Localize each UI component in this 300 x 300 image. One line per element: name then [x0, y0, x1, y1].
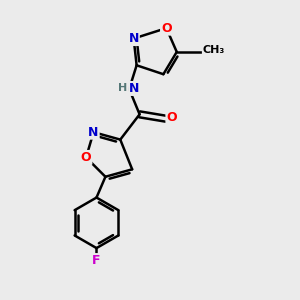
Text: H: H [118, 83, 127, 94]
Text: O: O [81, 151, 92, 164]
Text: N: N [88, 126, 99, 139]
Text: F: F [92, 254, 101, 267]
Text: N: N [129, 82, 140, 95]
Text: CH₃: CH₃ [203, 45, 225, 56]
Text: O: O [161, 22, 172, 34]
Text: N: N [128, 32, 139, 45]
Text: O: O [167, 111, 177, 124]
